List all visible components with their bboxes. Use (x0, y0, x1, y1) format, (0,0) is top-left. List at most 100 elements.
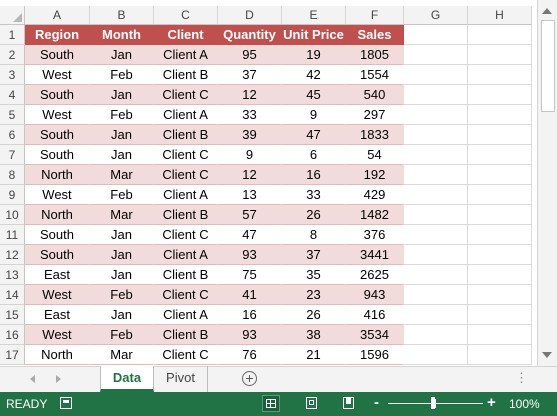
empty-cell[interactable] (468, 105, 532, 125)
table-header-cell[interactable]: Month (90, 25, 154, 45)
table-cell[interactable]: 23 (282, 285, 346, 305)
column-header-d[interactable]: D (218, 6, 282, 25)
empty-cell[interactable] (404, 45, 468, 65)
table-cell[interactable]: 19 (282, 45, 346, 65)
table-cell[interactable]: 297 (346, 105, 404, 125)
scroll-up-arrow-icon[interactable] (542, 8, 552, 14)
table-cell[interactable]: North (25, 165, 90, 185)
tab-pivot[interactable]: Pivot (154, 366, 208, 392)
table-cell[interactable]: 9 (218, 145, 282, 165)
row-header-14[interactable]: 14 (0, 285, 25, 305)
row-header-11[interactable]: 11 (0, 225, 25, 245)
empty-cell[interactable] (468, 165, 532, 185)
table-cell[interactable]: 1805 (346, 45, 404, 65)
table-cell[interactable]: Feb (90, 185, 154, 205)
table-cell[interactable]: 47 (282, 125, 346, 145)
table-header-cell[interactable]: Region (25, 25, 90, 45)
table-cell[interactable]: Jan (90, 245, 154, 265)
page-break-view-icon[interactable] (340, 395, 358, 412)
zoom-out-button[interactable]: - (374, 394, 379, 411)
empty-cell[interactable] (404, 305, 468, 325)
table-cell[interactable]: East (25, 305, 90, 325)
tab-scroll-left-icon[interactable] (30, 375, 35, 383)
empty-cell[interactable] (468, 205, 532, 225)
table-cell[interactable]: 1482 (346, 205, 404, 225)
table-cell[interactable]: Client C (154, 145, 218, 165)
row-header-6[interactable]: 6 (0, 125, 25, 145)
empty-cell[interactable] (404, 345, 468, 365)
empty-cell[interactable] (404, 165, 468, 185)
normal-view-icon[interactable] (262, 395, 280, 412)
table-cell[interactable]: Feb (90, 285, 154, 305)
empty-cell[interactable] (468, 305, 532, 325)
table-cell[interactable]: 9 (282, 105, 346, 125)
table-cell[interactable]: West (25, 185, 90, 205)
table-cell[interactable]: 1596 (346, 345, 404, 365)
table-cell[interactable]: 54 (346, 145, 404, 165)
row-header-8[interactable]: 8 (0, 165, 25, 185)
table-cell[interactable]: Jan (90, 225, 154, 245)
table-cell[interactable]: Jan (90, 45, 154, 65)
table-cell[interactable]: 429 (346, 185, 404, 205)
table-cell[interactable]: South (25, 245, 90, 265)
column-header-a[interactable]: A (25, 6, 90, 25)
empty-cell[interactable] (404, 185, 468, 205)
table-cell[interactable]: 37 (218, 65, 282, 85)
table-cell[interactable]: Client B (154, 205, 218, 225)
row-header-1[interactable]: 1 (0, 25, 25, 45)
table-cell[interactable]: Jan (90, 265, 154, 285)
table-cell[interactable]: South (25, 45, 90, 65)
row-header-17[interactable]: 17 (0, 345, 25, 365)
table-cell[interactable]: Client C (154, 85, 218, 105)
empty-cell[interactable] (404, 285, 468, 305)
column-header-c[interactable]: C (154, 6, 218, 25)
table-cell[interactable]: Client B (154, 125, 218, 145)
table-cell[interactable]: 6 (282, 145, 346, 165)
macro-record-icon[interactable] (60, 397, 72, 409)
column-header-f[interactable]: F (346, 6, 404, 25)
table-cell[interactable]: Jan (90, 85, 154, 105)
select-all-corner[interactable] (0, 6, 25, 25)
row-header-3[interactable]: 3 (0, 65, 25, 85)
empty-cell[interactable] (468, 85, 532, 105)
table-cell[interactable]: 16 (218, 305, 282, 325)
empty-cell[interactable] (404, 325, 468, 345)
scroll-down-arrow-icon[interactable] (542, 352, 552, 358)
vertical-scrollbar[interactable] (537, 0, 557, 366)
zoom-in-button[interactable]: + (487, 394, 496, 411)
row-header-12[interactable]: 12 (0, 245, 25, 265)
table-cell[interactable]: Jan (90, 305, 154, 325)
table-cell[interactable]: 37 (282, 245, 346, 265)
table-cell[interactable]: 26 (282, 305, 346, 325)
table-cell[interactable]: Client C (154, 345, 218, 365)
column-header-b[interactable]: B (90, 6, 154, 25)
table-cell[interactable]: South (25, 145, 90, 165)
empty-cell[interactable] (468, 45, 532, 65)
empty-cell[interactable] (468, 285, 532, 305)
tab-scroll-right-icon[interactable] (56, 375, 61, 383)
table-cell[interactable]: 3534 (346, 325, 404, 345)
table-cell[interactable]: Mar (90, 165, 154, 185)
table-cell[interactable]: West (25, 65, 90, 85)
table-cell[interactable]: 12 (218, 165, 282, 185)
table-cell[interactable]: Feb (90, 105, 154, 125)
column-header-h[interactable]: H (468, 6, 532, 25)
table-cell[interactable]: 1833 (346, 125, 404, 145)
empty-cell[interactable] (468, 225, 532, 245)
empty-cell[interactable] (468, 325, 532, 345)
table-cell[interactable]: West (25, 325, 90, 345)
table-cell[interactable]: 57 (218, 205, 282, 225)
table-cell[interactable]: Feb (90, 65, 154, 85)
table-header-cell[interactable]: Quantity (218, 25, 282, 45)
table-cell[interactable]: Client C (154, 165, 218, 185)
table-cell[interactable]: 38 (282, 325, 346, 345)
table-cell[interactable]: South (25, 85, 90, 105)
table-cell[interactable]: East (25, 265, 90, 285)
table-cell[interactable]: Client A (154, 305, 218, 325)
page-layout-view-icon[interactable] (303, 395, 321, 412)
table-cell[interactable]: Jan (90, 145, 154, 165)
table-cell[interactable]: Mar (90, 345, 154, 365)
table-cell[interactable]: Client C (154, 225, 218, 245)
table-cell[interactable]: West (25, 105, 90, 125)
